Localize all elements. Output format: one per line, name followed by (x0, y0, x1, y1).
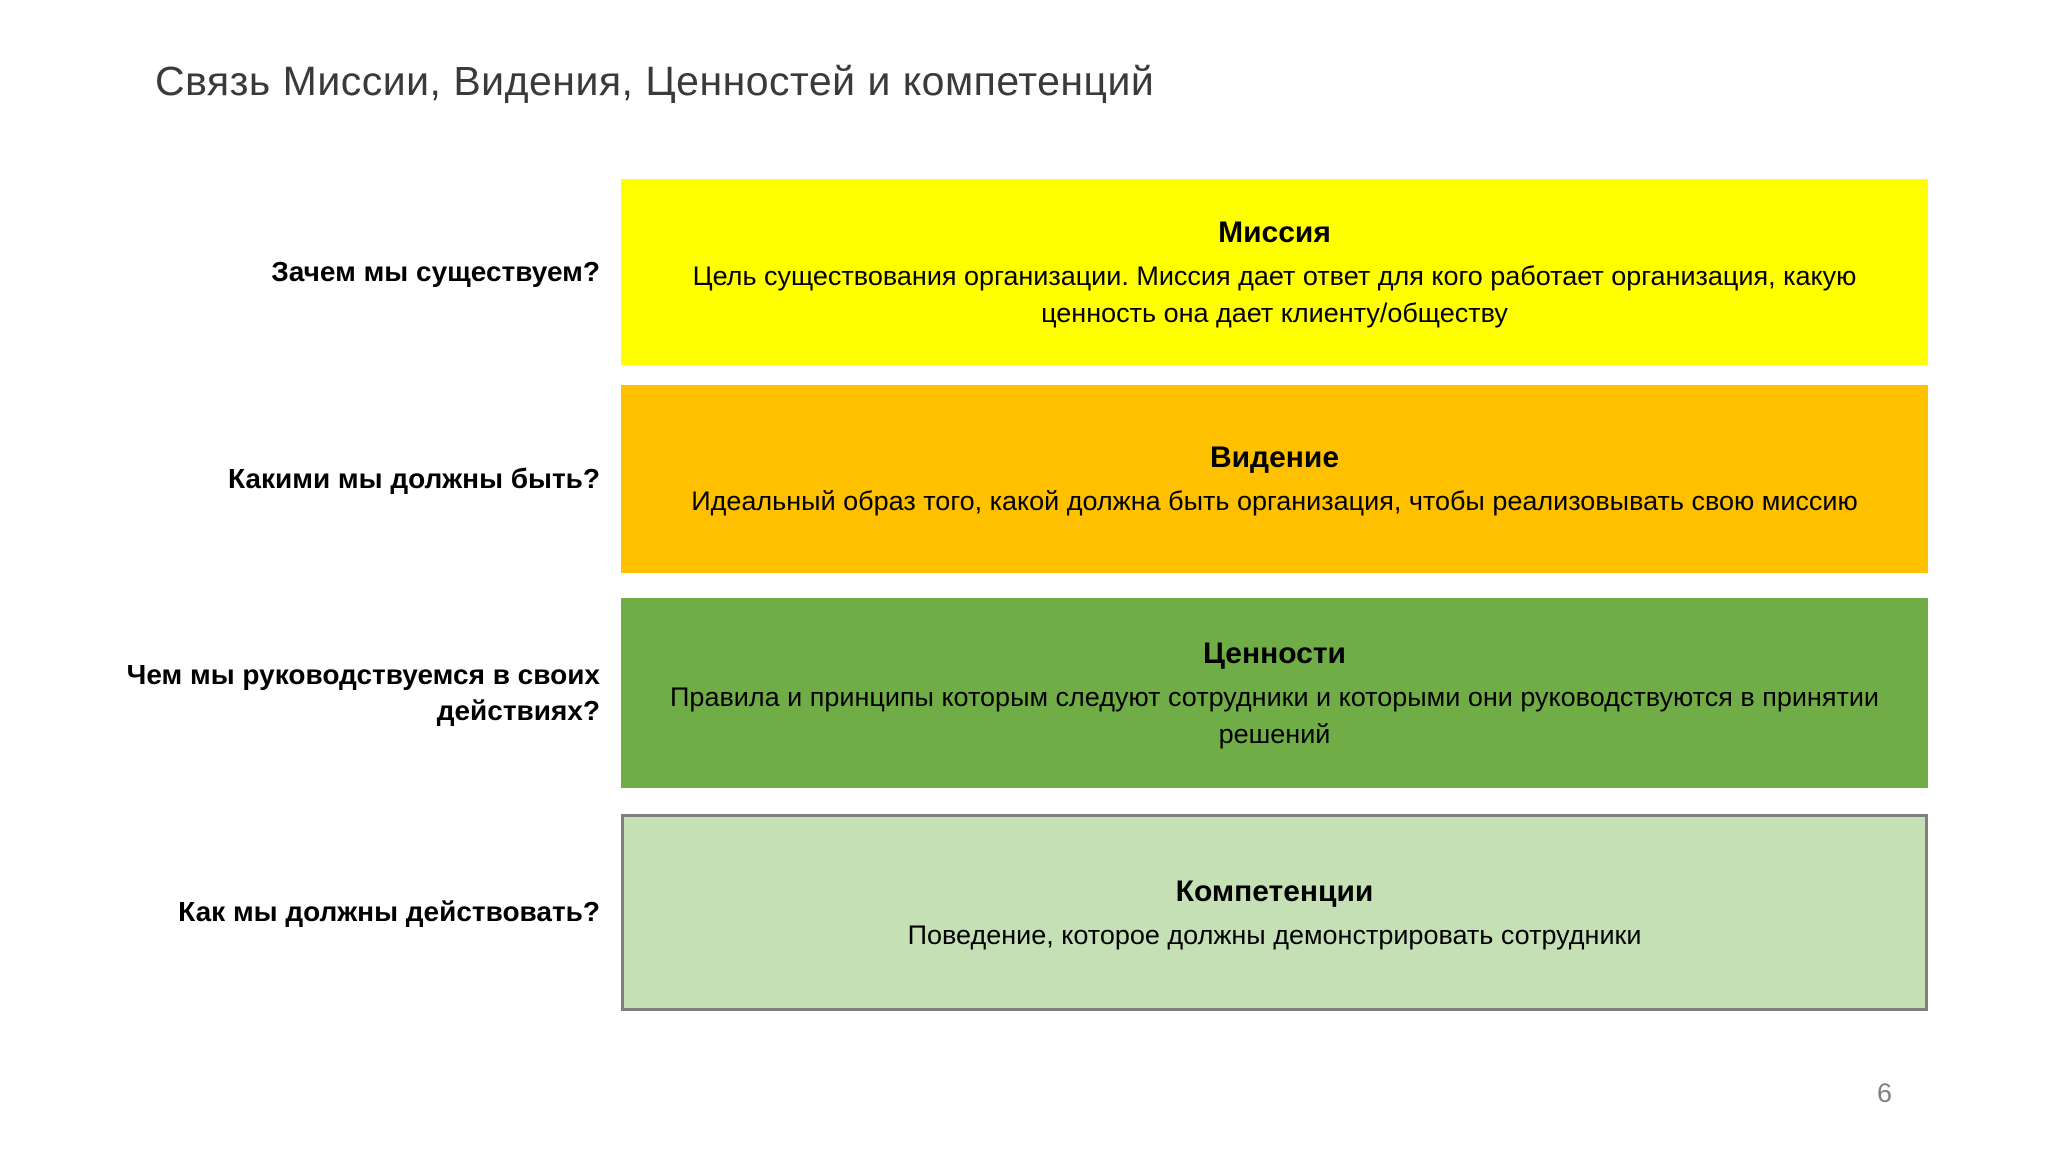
values-question-label: Чем мы руководствуемся в своих действиях… (126, 658, 600, 726)
competencies-box: Компетенции Поведение, которое должны де… (621, 814, 1928, 1011)
vision-box-heading: Видение (1209, 441, 1340, 475)
mission-box-body: Цель существования организации. Миссия д… (692, 261, 1857, 328)
page-number: 6 (1876, 1078, 1892, 1108)
values-box: Ценности Правила и принципы которым след… (621, 598, 1928, 788)
values-box-body: Правила и принципы которым следуют сотру… (670, 682, 1879, 749)
vision-question-label: Какими мы должны быть? (228, 462, 600, 494)
competencies-box-body: Поведение, которое должны демонстрироват… (907, 919, 1642, 950)
vision-box: Видение Идеальный образ того, какой долж… (621, 385, 1928, 573)
vision-row: Какими мы должны быть? Видение Идеальный… (0, 385, 1928, 573)
values-box-heading: Ценности (1203, 637, 1346, 671)
competencies-row: Как мы должны действовать? Компетенции П… (0, 814, 1928, 1011)
mission-row: Зачем мы существуем? Миссия Цель существ… (0, 179, 1928, 365)
slide-title: Связь Миссии, Видения, Ценностей и компе… (155, 58, 1155, 104)
mission-question-label: Зачем мы существуем? (271, 255, 600, 287)
competencies-question-label: Как мы должны действовать? (178, 896, 600, 928)
values-row: Чем мы руководствуемся в своих действиях… (0, 598, 1928, 788)
vision-box-body: Идеальный образ того, какой должна быть … (691, 486, 1858, 517)
competencies-box-heading: Компетенции (1175, 874, 1374, 908)
mission-box-heading: Миссия (1218, 216, 1331, 250)
mission-box: Миссия Цель существования организации. М… (621, 179, 1928, 365)
